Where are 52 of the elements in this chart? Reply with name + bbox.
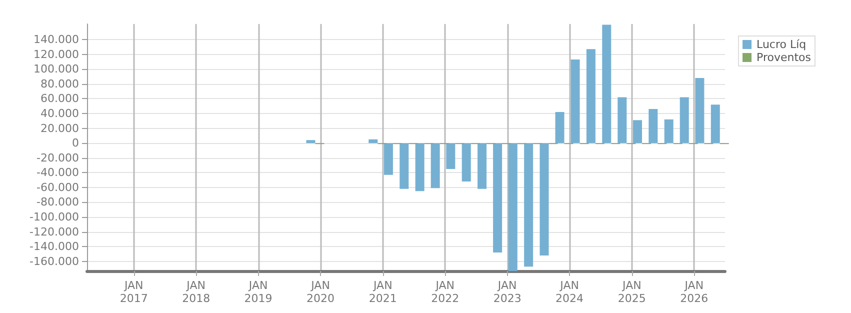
bar [695,78,704,144]
x-tick-label: JAN 2019 [244,279,272,305]
y-tick-label: -80.000 [36,196,79,209]
x-tick-label: JAN 2022 [431,279,460,305]
x-tick-label: JAN 2023 [493,279,522,305]
bar [415,143,424,192]
x-tick-label: JAN 2020 [306,279,335,305]
x-tick-label: JAN 2026 [680,279,708,305]
bar [508,143,518,271]
y-tick-label: 20.000 [40,122,79,135]
bar [618,97,627,144]
y-tick-label: 120.000 [34,48,79,61]
x-tick-label: JAN 2025 [618,279,646,305]
y-tick-label: 0 [72,136,79,150]
bar [648,109,658,144]
bar [430,143,440,188]
x-tick-label: JAN 2024 [556,279,584,305]
bar [478,143,487,189]
x-tick-label: JAN 2021 [368,279,397,305]
legend-label: Lucro Líq [756,38,806,51]
bar [632,120,642,144]
bar [555,112,564,144]
y-tick-label: -40.000 [36,166,79,180]
bar [586,49,596,144]
y-tick-label: -140.000 [30,240,79,254]
bar [602,24,612,144]
y-tick-label: -100.000 [30,210,79,224]
y-tick-label: -60.000 [36,180,79,194]
bar [462,143,471,182]
y-tick-label: 60.000 [40,92,79,106]
y-tick-label: -160.000 [30,254,79,268]
bar [384,143,393,175]
bar [446,143,456,169]
y-tick-label: 100.000 [34,62,79,76]
x-tick-label: JAN 2018 [182,279,210,305]
x-tick-label: JAN 2017 [120,279,148,305]
y-tick-label: -20.000 [36,151,79,164]
bar [400,143,409,189]
bar [493,143,502,253]
legend-label: Proventos [756,51,812,64]
y-tick-label: -120.000 [30,225,79,238]
bar [524,143,534,267]
bar [710,104,720,144]
bar [540,143,549,256]
bar [680,97,689,144]
y-tick-label: 80.000 [40,77,79,90]
bar [368,139,378,144]
y-tick-label: 140.000 [34,33,79,46]
bar [664,119,674,144]
y-tick-label: 40.000 [40,106,79,120]
bar [306,140,316,144]
bar [570,59,580,144]
